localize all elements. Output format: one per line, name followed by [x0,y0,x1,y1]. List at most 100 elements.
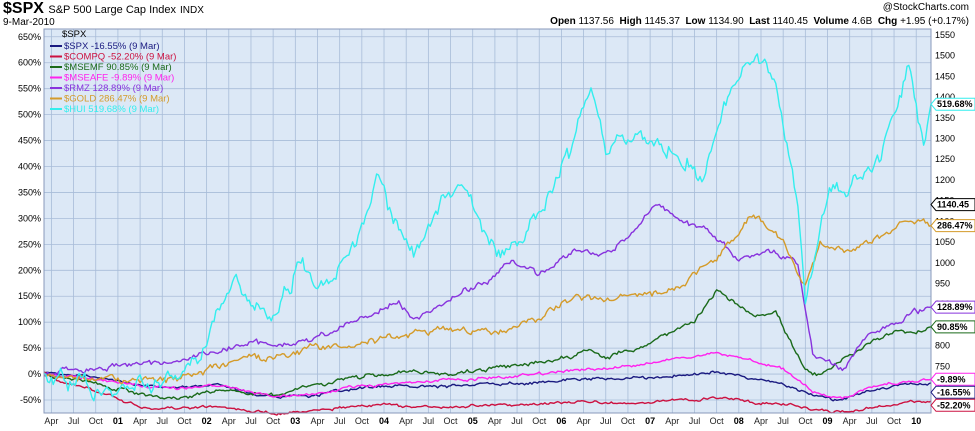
volume-label: Volume [813,16,849,27]
end-label-box [930,385,975,399]
right-tick-label: 1400 [935,92,955,102]
right-tick-label: 1450 [935,71,955,81]
x-tick-label: Jul [423,416,435,426]
left-tick-label: -50% [20,395,41,405]
low-label: Low [685,16,706,27]
end-label: 519.68% [930,97,975,111]
legend-entry: $GOLD 286.47% (9 Mar) [64,94,170,105]
x-tick-label: 05 [468,416,478,426]
left-tick-label: 450% [18,136,41,146]
series-line [43,53,932,402]
left-tick-label: 550% [18,84,41,94]
end-label: -16.55% [930,385,975,399]
x-tick-label: Apr [310,416,324,426]
right-tick-label: 1050 [935,237,955,247]
x-tick-label: Jul [68,416,80,426]
x-tick-label: Oct [887,416,902,426]
right-tick-label: 1000 [935,258,955,268]
left-tick-label: 500% [18,110,41,120]
x-tick-label: Jul [777,416,789,426]
left-axis: 650% 600% 550% 500% 450% 400% 350% 300% 250% 200%… [18,32,41,405]
legend-title: $SPX [62,29,87,40]
x-tick-label: Jul [157,416,169,426]
x-tick-label: Jul [866,416,878,426]
x-tick-label: Jul [245,416,257,426]
x-tick-label: 08 [734,416,744,426]
x-tick-label: Jul [600,416,612,426]
left-tick-label: 200% [18,265,41,275]
x-tick-label: 02 [202,416,212,426]
quote-line: Open 1137.56 High 1145.37 Low 1134.90 La… [550,16,969,27]
left-tick-label: 150% [18,291,41,301]
x-tick-label: Oct [621,416,636,426]
left-tick-label: 650% [18,32,41,42]
end-label-box [930,372,975,386]
x-tick-label: Apr [44,416,58,426]
x-tick-label: 10 [911,416,921,426]
left-tick-label: 350% [18,187,41,197]
plot-frame [43,28,932,414]
x-tick-label: 04 [379,416,389,426]
left-tick-label: 100% [18,317,41,327]
series-line [43,351,932,400]
last-label: Last [749,16,770,27]
series-line [43,214,932,385]
chart-date: 9-Mar-2010 [3,17,55,28]
left-tick-label: 600% [18,58,41,68]
open-label: Open [550,16,576,27]
last-price-text: 1140.45 [937,200,969,210]
stockcharts-credit: @StockCharts.com [882,2,969,13]
x-tick-label: 09 [823,416,833,426]
left-tick-label: 50% [23,343,41,353]
legend-entry: $SPX -16.55% (9 Mar) [64,41,160,52]
series-line [43,370,932,402]
left-tick-label: 0% [28,369,41,379]
x-axis: Apr Jul Oct 01 Apr Jul Oct 02 Apr Jul Oct 03 Apr Jul O… [44,416,921,426]
right-tick-label: 1350 [935,113,955,123]
last-price-label: 1140.45 [930,198,975,212]
x-tick-label: Oct [532,416,547,426]
x-tick-label: Oct [710,416,725,426]
legend: $SPX$SPX -16.55% (9 Mar)$COMPQ -52.20% (… [50,29,176,115]
right-tick-label: 1500 [935,51,955,61]
low-value: 1134.90 [708,16,744,27]
high-label: High [619,16,642,27]
series-line [43,289,932,400]
x-tick-label: Apr [488,416,502,426]
chg-value: +1.95 (+0.17%) [900,16,969,27]
end-label-text: 286.47% [937,221,973,231]
end-label-text: 128.89% [937,302,973,312]
end-label-box [930,320,975,334]
end-label: 128.89% [930,300,975,314]
exchange-label: INDX [180,5,204,16]
x-tick-label: Apr [222,416,236,426]
x-tick-label: 06 [556,416,566,426]
end-label-text: -52.20% [937,400,971,410]
right-tick-label: 800 [935,341,950,351]
right-tick-label: 950 [935,278,950,288]
open-value: 1137.56 [578,16,614,27]
x-tick-label: Jul [334,416,346,426]
series-line [43,371,932,416]
right-tick-label: 1200 [935,175,955,185]
end-label: -52.20% [930,398,975,412]
end-label-text: -9.89% [937,374,966,384]
x-tick-label: 01 [113,416,123,426]
end-label-text: 90.85% [937,322,968,332]
x-tick-label: Apr [399,416,413,426]
end-labels: 519.68% 286.47% 128.89% 90.85% -9.89% -16.55%… [930,97,975,412]
legend-entry: $MSEMF 90.85% (9 Mar) [64,62,172,73]
end-label-box [930,97,975,111]
x-tick-label: Apr [843,416,857,426]
last-price-box [930,198,975,212]
left-tick-label: 300% [18,213,41,223]
end-label-text: -16.55% [937,387,971,397]
chg-label: Chg [877,16,898,27]
left-tick-label: 250% [18,239,41,249]
left-tick-label: 400% [18,162,41,172]
chart-title: $SPX S&P 500 Large Cap Index INDX [3,0,204,18]
legend-entry: $RMZ 128.89% (9 Mar) [64,83,163,94]
end-label-text: 519.68% [937,99,973,109]
right-tick-label: 750 [935,361,950,371]
